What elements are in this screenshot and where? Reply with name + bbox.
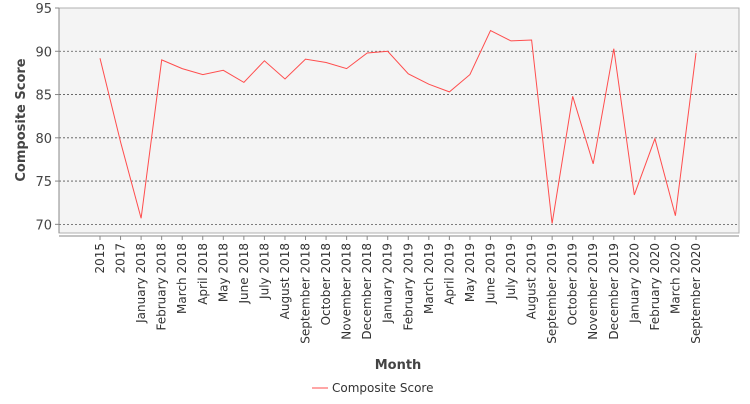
data-point	[345, 67, 349, 71]
legend-label: Composite Score	[332, 381, 433, 395]
data-point	[119, 140, 123, 144]
data-point	[509, 39, 513, 43]
data-point	[427, 82, 431, 86]
grid-lines	[59, 50, 739, 225]
data-point	[242, 80, 246, 84]
x-tick-label: December 2018	[360, 243, 374, 340]
data-point	[365, 51, 369, 55]
x-tick-label: March 2020	[668, 243, 682, 314]
data-point	[591, 162, 595, 166]
data-point	[571, 94, 575, 98]
y-tick-label: 80	[35, 132, 52, 147]
data-point	[550, 221, 554, 225]
data-point	[324, 61, 328, 65]
data-point	[201, 73, 205, 77]
data-point	[98, 56, 102, 60]
data-point	[673, 214, 677, 218]
x-tick-label: March 2019	[422, 243, 436, 314]
x-tick-label: October 2018	[319, 243, 333, 325]
x-tick-label: May 2018	[216, 243, 230, 302]
x-axis-ticks: 2015 2017 January 2018 February 2018 March 2…	[93, 236, 703, 344]
data-point	[612, 47, 616, 51]
data-point	[262, 59, 266, 63]
y-axis-label: Composite Score	[14, 58, 29, 181]
x-tick-label: February 2019	[401, 243, 415, 331]
x-tick-label: 2017	[114, 243, 128, 274]
data-point	[447, 90, 451, 94]
data-point	[468, 73, 472, 77]
plot-area	[58, 7, 740, 234]
x-tick-label: January 2019	[381, 243, 395, 324]
data-point	[488, 29, 492, 33]
series-line	[99, 29, 697, 224]
x-tick-label: July 2019	[504, 243, 518, 300]
y-axis-ticks: 70 75 80 85 90 95	[35, 2, 59, 233]
legend: Composite Score	[312, 381, 433, 395]
x-tick-label: August 2018	[278, 243, 292, 319]
data-point	[406, 72, 410, 76]
data-point	[160, 58, 164, 62]
data-point	[694, 51, 698, 55]
data-point	[221, 68, 225, 72]
series-layer	[98, 29, 698, 225]
x-tick-label: May 2019	[463, 243, 477, 302]
x-tick-label: March 2018	[175, 243, 189, 314]
x-tick-label: April 2019	[442, 243, 456, 305]
x-axis-label: Month	[375, 358, 422, 373]
data-point	[653, 137, 657, 141]
x-tick-label: September 2020	[689, 243, 703, 344]
x-tick-label: August 2019	[525, 243, 539, 319]
x-tick-label: January 2020	[627, 243, 641, 324]
data-point	[304, 57, 308, 61]
x-tick-label: July 2018	[257, 243, 271, 300]
x-tick-label: November 2018	[340, 243, 354, 340]
y-tick-label: 70	[35, 218, 52, 233]
x-tick-label: October 2019	[566, 243, 580, 325]
data-point	[632, 193, 636, 197]
data-point	[386, 49, 390, 53]
data-point	[180, 67, 184, 71]
x-tick-label: December 2019	[607, 243, 621, 340]
x-tick-label: September 2019	[545, 243, 559, 344]
x-tick-label: June 2018	[237, 243, 251, 305]
x-tick-label: January 2018	[134, 243, 148, 324]
x-tick-label: February 2018	[155, 243, 169, 331]
x-tick-label: April 2018	[196, 243, 210, 305]
y-tick-label: 75	[35, 175, 52, 190]
data-point	[283, 77, 287, 81]
x-tick-label: 2015	[93, 243, 107, 274]
x-tick-label: June 2019	[483, 243, 497, 305]
data-point	[530, 38, 534, 42]
data-point	[139, 216, 143, 220]
y-tick-label: 90	[35, 45, 52, 60]
y-tick-label: 85	[35, 89, 52, 104]
x-tick-label: September 2018	[299, 243, 313, 344]
x-tick-label: November 2019	[586, 243, 600, 340]
x-tick-label: February 2020	[648, 243, 662, 331]
y-tick-label: 95	[35, 2, 52, 17]
